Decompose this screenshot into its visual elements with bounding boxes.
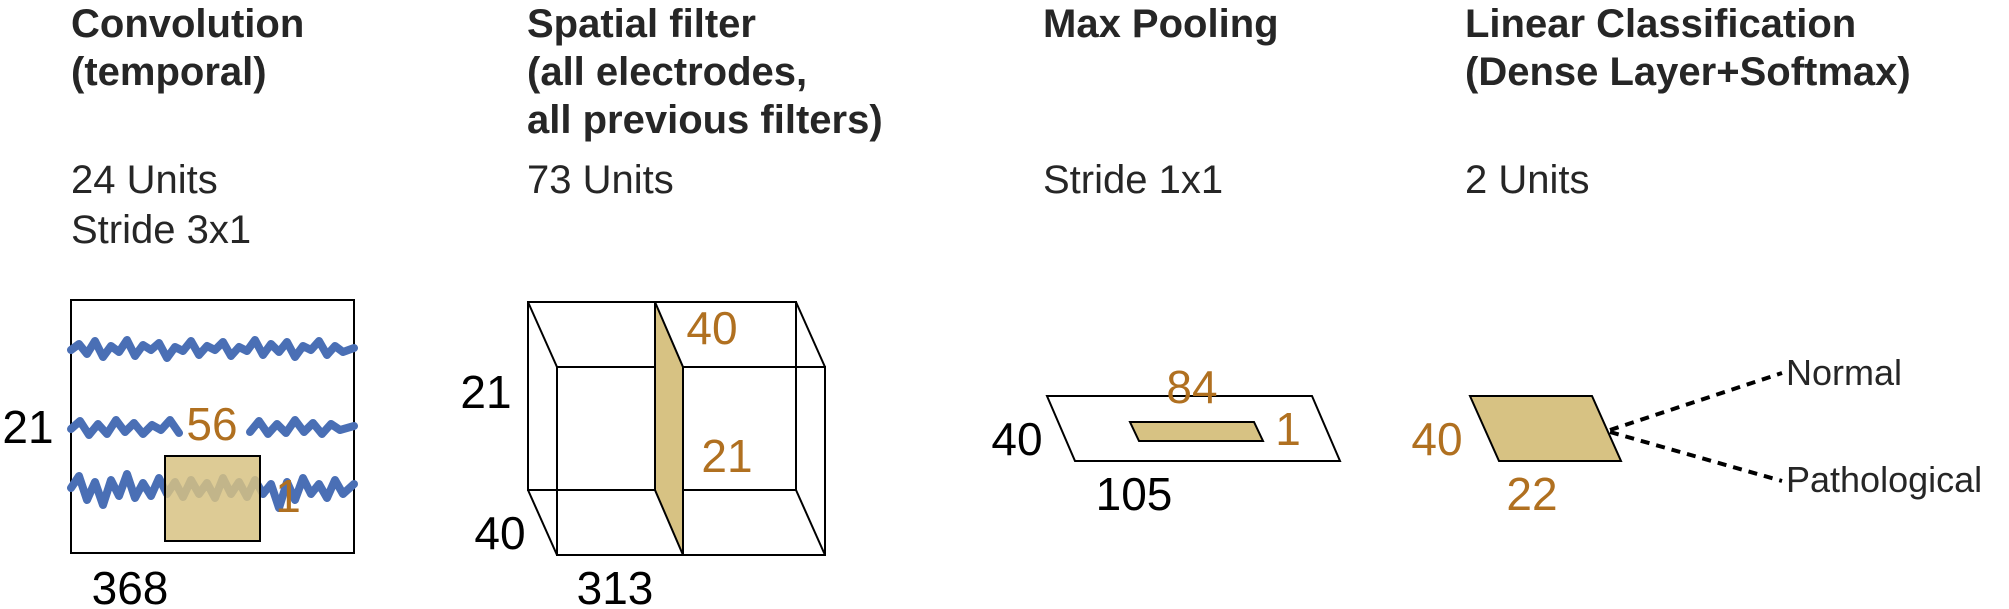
- spatial-height-label: 21: [460, 366, 511, 418]
- info-line: Stride 3x1: [71, 208, 252, 252]
- info-line: 73 Units: [527, 158, 674, 202]
- spatial-filter-top-label: 40: [686, 302, 737, 354]
- conv-height-label: 21: [2, 401, 53, 453]
- column-title: Spatial filter (all electrodes, all prev…: [527, 0, 883, 144]
- spatial-width-label: 313: [577, 562, 654, 609]
- conv-kernel-width-label: 56: [186, 398, 237, 450]
- title-line: (Dense Layer+Softmax): [1465, 50, 1911, 94]
- spatial-edge: [527, 301, 558, 368]
- pool-block: 84 1 40 105: [991, 361, 1342, 520]
- spatial-filter-side-label: 21: [701, 430, 752, 482]
- conv-kernel: [164, 455, 261, 542]
- title-line: Convolution: [71, 2, 305, 46]
- spatial-edge: [795, 489, 826, 556]
- pool-window: [1128, 421, 1265, 442]
- title-line: all previous filters): [527, 98, 883, 142]
- spatial-filter-slice: [654, 301, 684, 556]
- spatial-front-face: [556, 366, 826, 556]
- column-spatial: Spatial filter (all electrodes, all prev…: [527, 0, 883, 144]
- pool-left-label: 40: [991, 413, 1042, 465]
- class-label-normal: Normal: [1786, 352, 1902, 393]
- column-classify-info: 2 Units: [1465, 155, 1590, 205]
- conv-block: 21 368 56 1: [2, 299, 358, 609]
- pool-top-label: 84: [1166, 361, 1217, 413]
- pool-right-label: 1: [1275, 403, 1301, 455]
- column-classify: Linear Classification (Dense Layer+Softm…: [1465, 0, 1911, 96]
- output-connector-normal: [1609, 371, 1783, 432]
- spatial-edge: [795, 301, 826, 368]
- spatial-block: 21 40 313 40 21: [460, 301, 826, 609]
- info-line: Stride 1x1: [1043, 158, 1224, 202]
- title-line: (all electrodes,: [527, 50, 808, 94]
- column-spatial-info: 73 Units: [527, 155, 674, 205]
- info-line: 2 Units: [1465, 158, 1590, 202]
- classify-left-label: 40: [1411, 413, 1462, 465]
- column-title: Max Pooling: [1043, 0, 1279, 48]
- eeg-signal-2: [67, 416, 358, 439]
- title-line: (temporal): [71, 50, 267, 94]
- spatial-edge: [527, 489, 558, 556]
- classify-plane: [1468, 395, 1623, 462]
- conv-kernel-height-label: 1: [275, 470, 301, 522]
- classify-bottom-label: 22: [1506, 468, 1557, 520]
- column-pool: Max Pooling: [1043, 0, 1279, 48]
- title-line: Max Pooling: [1043, 2, 1279, 46]
- output-connector-pathological: [1609, 430, 1783, 483]
- classify-block: 40 22 Normal Pathological: [1411, 352, 1982, 520]
- conv-width-label: 368: [92, 562, 169, 609]
- column-title: Linear Classification (Dense Layer+Softm…: [1465, 0, 1911, 96]
- column-conv: Convolution (temporal): [71, 0, 304, 96]
- column-conv-info: 24 Units Stride 3x1: [71, 155, 251, 255]
- pool-bottom-label: 105: [1096, 468, 1173, 520]
- info-line: 24 Units: [71, 158, 218, 202]
- column-pool-info: Stride 1x1: [1043, 155, 1223, 205]
- title-line: Linear Classification: [1465, 2, 1857, 46]
- column-title: Convolution (temporal): [71, 0, 304, 96]
- eeg-signal-1: [67, 336, 358, 362]
- title-line: Spatial filter: [527, 2, 756, 46]
- class-label-pathological: Pathological: [1786, 459, 1982, 500]
- spatial-depth-label: 40: [474, 507, 525, 559]
